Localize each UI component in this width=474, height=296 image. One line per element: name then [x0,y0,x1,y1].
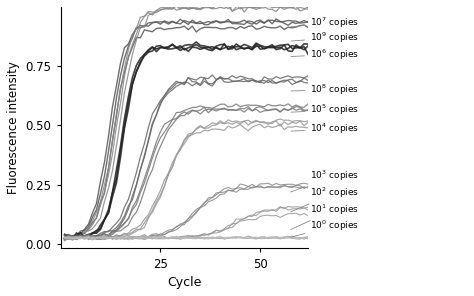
X-axis label: Cycle: Cycle [167,276,201,289]
Text: 10$^0$ copies: 10$^0$ copies [291,219,359,237]
Text: 10$^4$ copies: 10$^4$ copies [291,122,359,136]
Text: 10$^1$ copies: 10$^1$ copies [291,202,359,230]
Text: 10$^3$ copies: 10$^3$ copies [291,169,359,192]
Text: 10$^9$ copies: 10$^9$ copies [291,30,359,45]
Text: 10$^7$ copies: 10$^7$ copies [291,15,359,30]
Text: 10$^2$ copies: 10$^2$ copies [291,186,359,212]
Text: 10$^8$ copies: 10$^8$ copies [291,83,359,97]
Text: 10$^6$ copies: 10$^6$ copies [291,47,359,62]
Text: 10$^5$ copies: 10$^5$ copies [291,103,359,117]
Y-axis label: Fluorescence intensity: Fluorescence intensity [7,61,20,194]
